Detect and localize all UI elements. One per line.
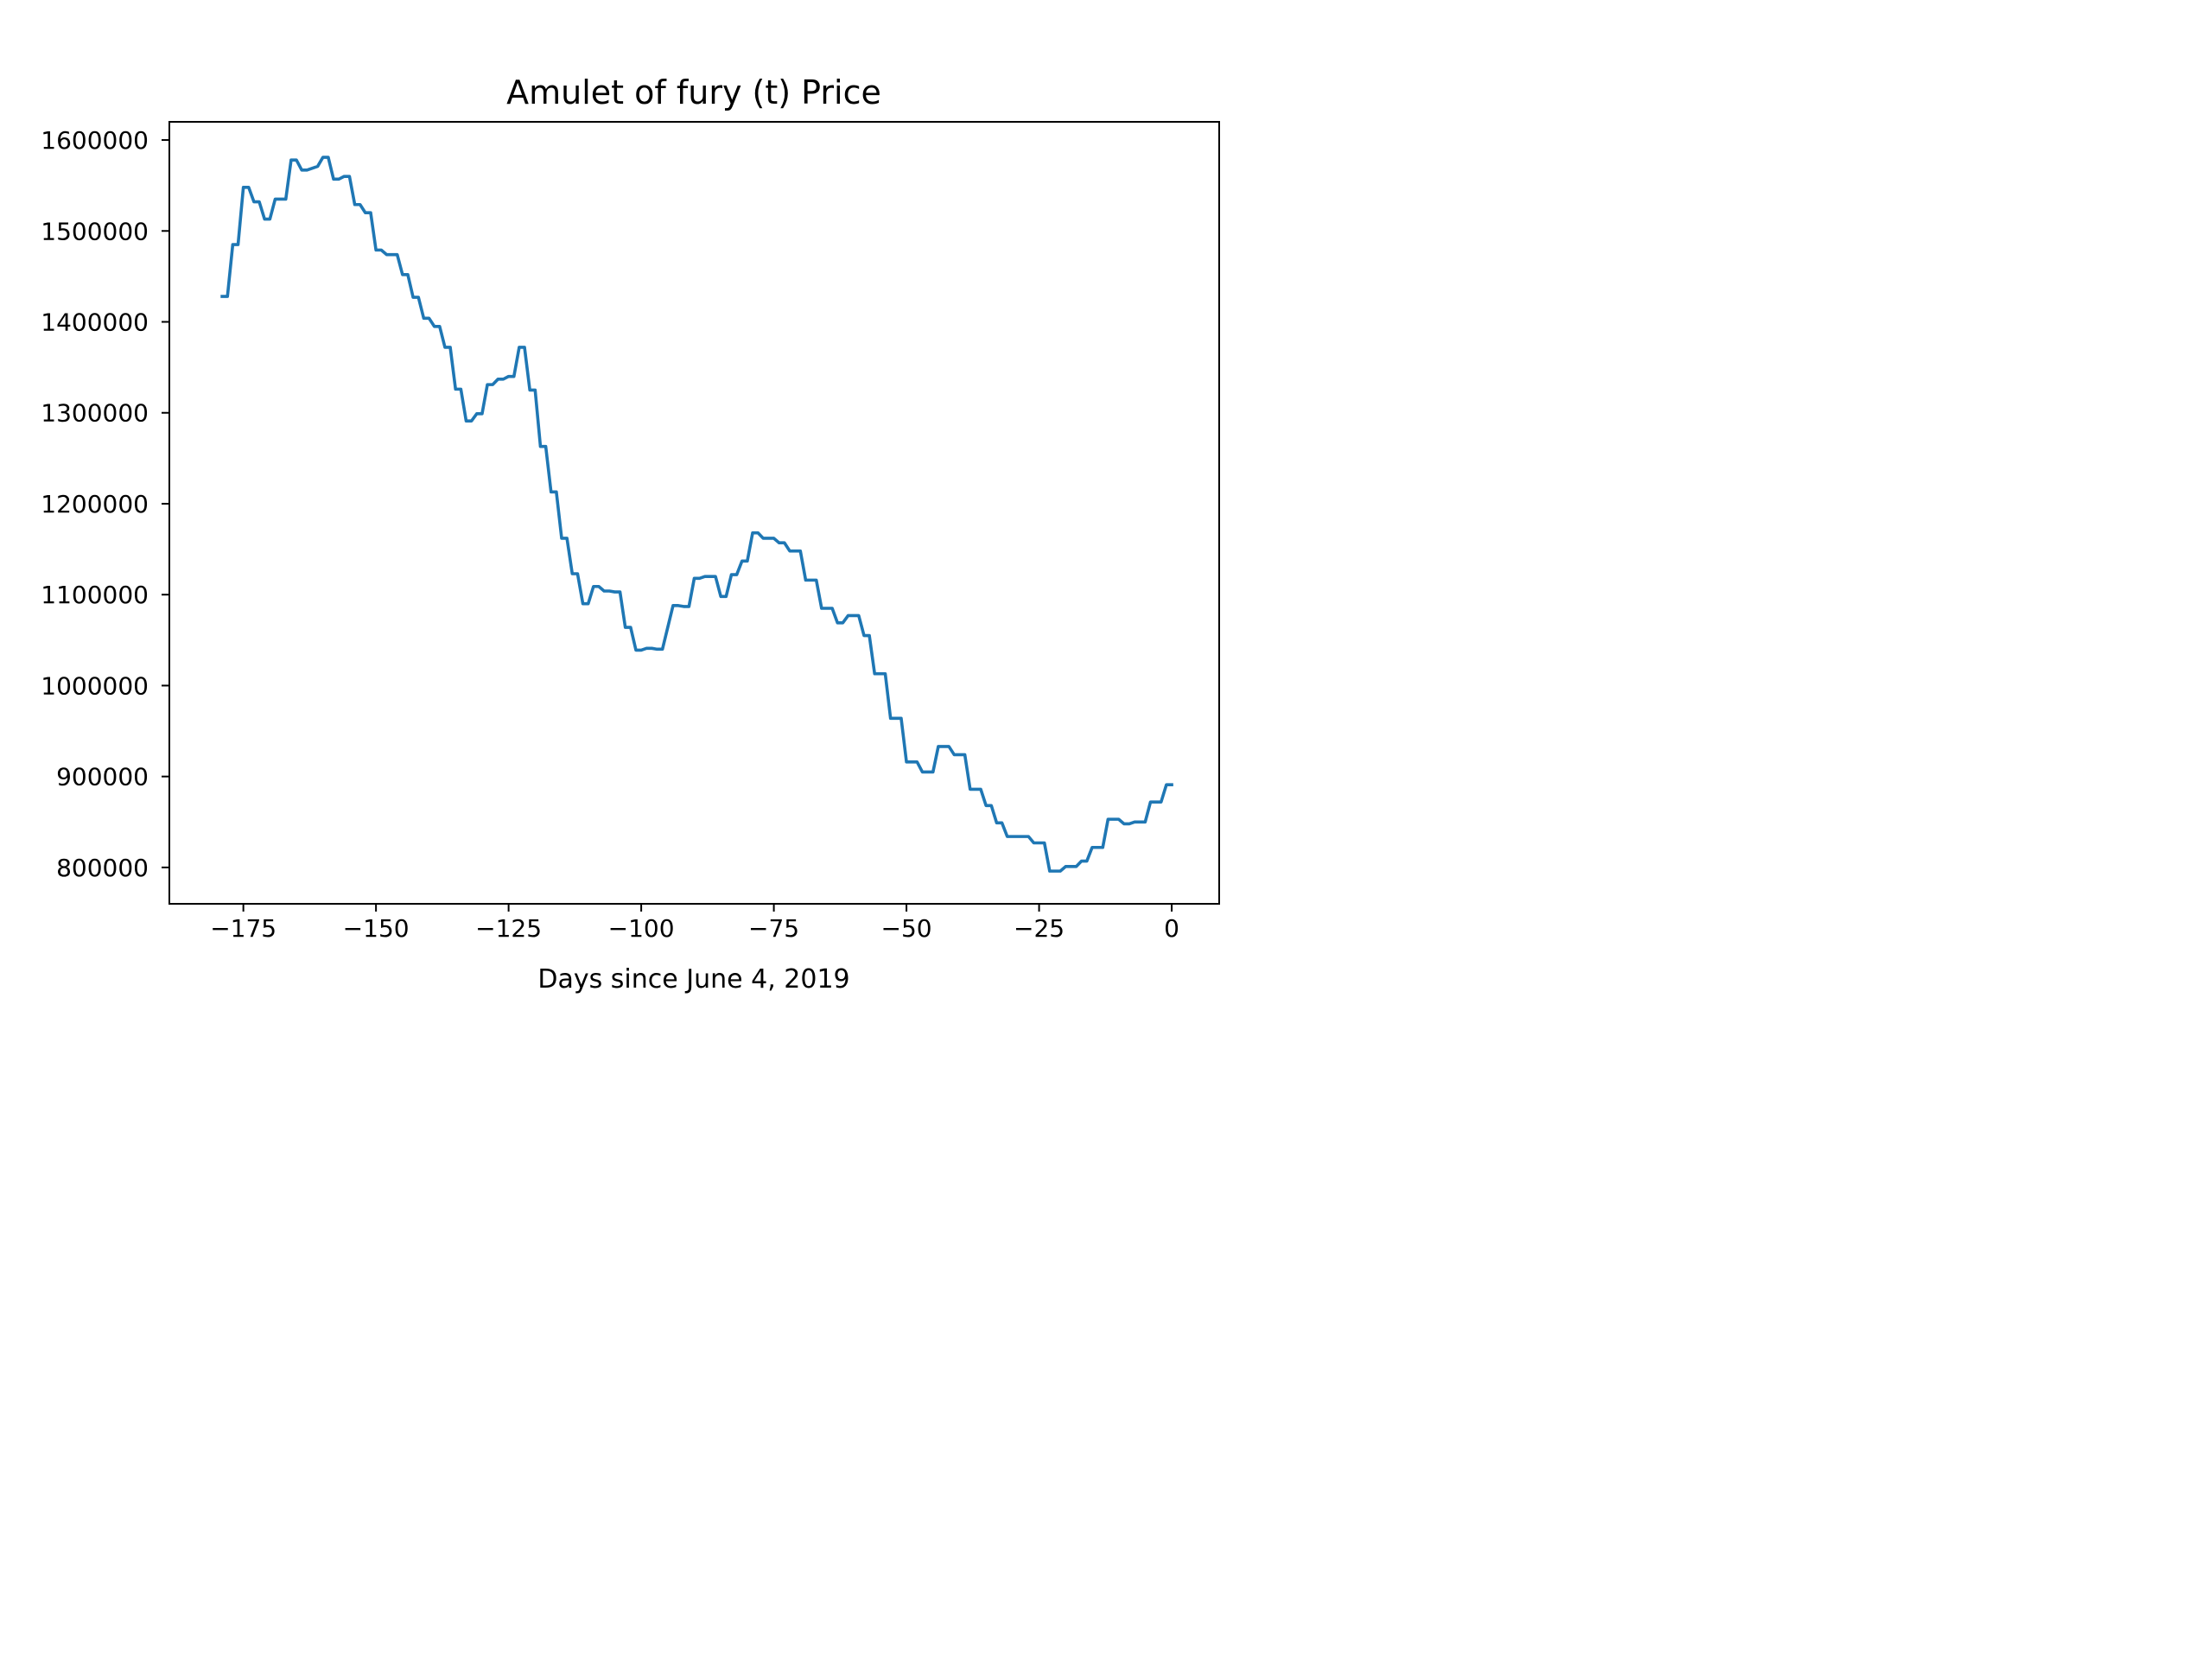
y-tick-label: 1000000 — [41, 671, 149, 700]
y-tick-label: 900000 — [56, 763, 149, 791]
x-tick-label: −75 — [748, 914, 799, 943]
chart-title: Amulet of fury (t) Price — [506, 73, 881, 111]
x-tick-label: 0 — [1164, 914, 1179, 943]
y-tick-label: 1300000 — [41, 399, 149, 428]
x-tick-label: −125 — [475, 914, 542, 943]
y-tick-label: 1400000 — [41, 308, 149, 337]
y-tick-label: 1100000 — [41, 581, 149, 609]
x-axis-label: Days since June 4, 2019 — [537, 964, 849, 995]
y-tick-label: 800000 — [56, 854, 149, 882]
line-chart: Amulet of fury (t) Price −175 −150 −125 −10… — [41, 73, 1220, 995]
y-tick-label: 1200000 — [41, 490, 149, 518]
x-tick-label: −150 — [343, 914, 410, 943]
x-tick-label: −25 — [1014, 914, 1065, 943]
x-tick-label: −50 — [881, 914, 932, 943]
plot-frame — [168, 121, 1220, 905]
x-axis: −175 −150 −125 −100 −75 −50 −25 0 — [210, 904, 1179, 943]
x-tick-label: −175 — [210, 914, 276, 943]
y-axis: 800000 900000 1000000 1100000 1200000 1300000… — [41, 126, 169, 882]
series-layer — [220, 156, 1173, 873]
x-tick-label: −100 — [608, 914, 675, 943]
plot-area — [168, 121, 1220, 905]
y-tick-label: 1500000 — [41, 217, 149, 245]
price-series-line — [220, 156, 1173, 873]
y-tick-label: 1600000 — [41, 126, 149, 155]
